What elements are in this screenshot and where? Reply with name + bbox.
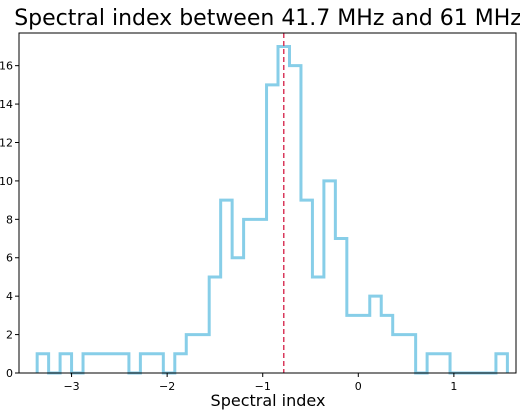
y-tick-label: 14 xyxy=(0,98,13,111)
x-axis-label: Spectral index xyxy=(211,391,326,410)
y-tick-label: 6 xyxy=(6,252,13,265)
y-tick-label: 4 xyxy=(6,290,13,303)
x-tick-label: −1 xyxy=(255,380,271,393)
y-tick-label: 16 xyxy=(0,60,13,73)
x-tick-label: −3 xyxy=(63,380,79,393)
y-tick-label: 0 xyxy=(6,367,13,380)
y-tick-label: 12 xyxy=(0,136,13,149)
x-tick-label: 0 xyxy=(355,380,362,393)
y-tick-label: 10 xyxy=(0,175,13,188)
histogram-series xyxy=(35,44,509,375)
y-tick-label: 2 xyxy=(6,329,13,342)
y-tick-label: 8 xyxy=(6,213,13,226)
x-tick-label: 1 xyxy=(450,380,457,393)
axes-frame xyxy=(18,32,517,374)
x-tick-label: −2 xyxy=(159,380,175,393)
chart-title: Spectral index between 41.7 MHz and 61 M… xyxy=(14,6,520,31)
